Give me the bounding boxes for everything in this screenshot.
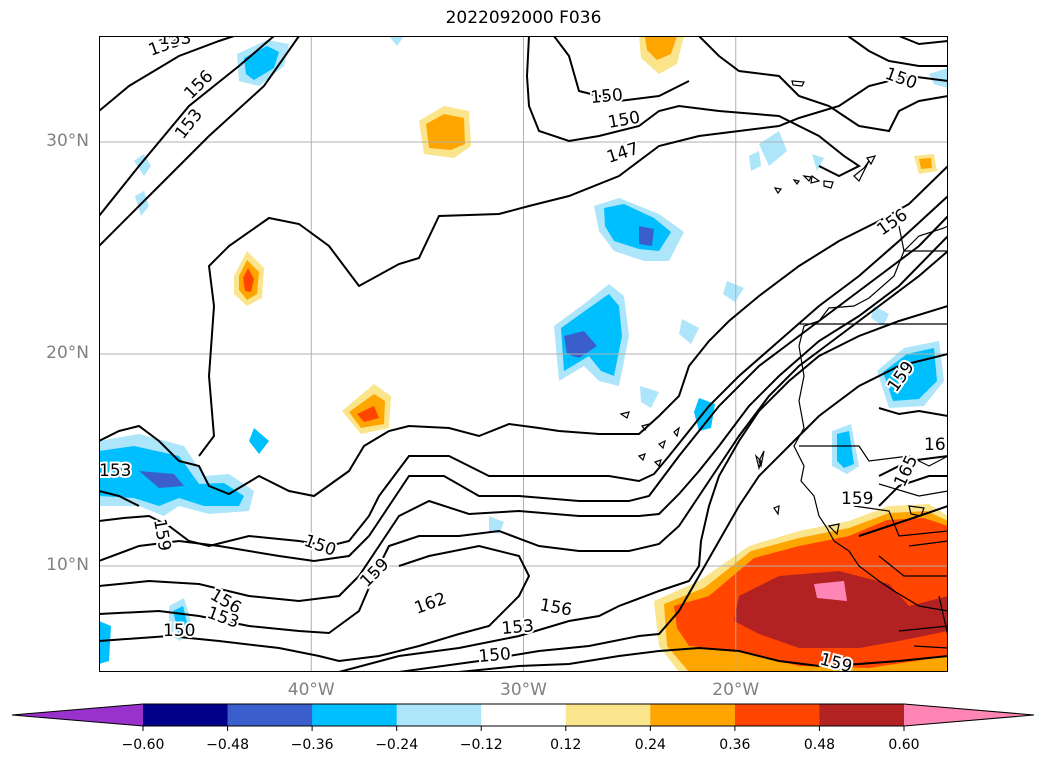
colorbar-segment (312, 704, 398, 726)
longitude-tick-label: 20°W (712, 680, 760, 700)
longitude-tick-label: 40°W (287, 680, 335, 700)
contour-label: 150 (590, 85, 624, 108)
contour-label: 153 (501, 616, 535, 639)
height-contours (99, 36, 948, 672)
colorbar-tick-label: −0.24 (375, 737, 419, 753)
map-canvas: 1531561531531501501471501561591621651591… (99, 36, 948, 672)
colorbar-tick-label: 0.48 (803, 737, 836, 753)
colorbar-segment (565, 704, 651, 726)
contour-label: 156 (538, 595, 573, 620)
positive-anomaly-patch (654, 504, 948, 672)
contour-label: 153 (99, 461, 131, 481)
negative-anomaly-patch (877, 341, 944, 408)
positive-anomaly-patch (914, 154, 937, 174)
colorbar-tick-label: 0.24 (634, 737, 666, 753)
colorbar-segment (650, 704, 736, 726)
longitude-tick-label: 30°W (500, 680, 547, 700)
colorbar-tick-label: −0.48 (206, 737, 249, 753)
positive-anomaly-patch (639, 36, 684, 74)
negative-anomaly-patch (99, 36, 948, 664)
negative-anomaly-patch (99, 434, 254, 516)
positive-anomaly-patch (234, 251, 264, 306)
contour-label: 150 (163, 621, 195, 641)
contour-label: 153 (171, 105, 207, 143)
contour-label: 159 (841, 489, 873, 509)
contour-label: 150 (882, 64, 919, 94)
map-panel: 1531561531531501501471501561591621651591… (99, 36, 948, 672)
colorbar-tick-label: −0.36 (290, 737, 334, 753)
colorbar-extend-high (904, 704, 1034, 726)
latitude-tick-label: 20°N (46, 343, 89, 363)
colorbar-segment (819, 704, 905, 726)
colorbar-tick-label: 0.36 (719, 737, 751, 753)
contour-label: 159 (356, 554, 393, 591)
colorbar-segment (227, 704, 313, 726)
positive-anomaly-patch (419, 106, 471, 158)
contour-label: 159 (149, 517, 174, 552)
negative-anomaly-patch (832, 424, 859, 474)
anomaly-shading (99, 36, 948, 672)
contour-label: 162 (924, 435, 948, 455)
colorbar-extend-low (12, 704, 143, 726)
colorbar-tick-label: 0.60 (888, 737, 920, 753)
colorbar-segment (734, 704, 820, 726)
positive-anomaly-patch (342, 384, 391, 434)
contour-label: 150 (478, 644, 512, 667)
colorbar-tick-label: −0.12 (459, 737, 503, 753)
colorbar-segment (481, 704, 567, 726)
contour-label: 150 (606, 108, 641, 133)
negative-anomaly-patch (554, 284, 629, 386)
contour-label: 153 (159, 36, 191, 49)
negative-anomaly-patch (594, 198, 684, 261)
contour-label: 156 (180, 66, 217, 103)
colorbar-segment (143, 704, 229, 726)
colorbar (11, 703, 1035, 731)
latitude-tick-label: 30°N (46, 131, 89, 151)
colorbar-tick-label: 0.12 (550, 737, 582, 753)
contour-label: 162 (412, 589, 449, 619)
colorbar-segment (396, 704, 482, 726)
latitude-tick-label: 10°N (46, 555, 89, 575)
plot-title: 2022092000 F036 (445, 8, 602, 28)
colorbar-tick-label: −0.60 (121, 737, 165, 753)
contour-label: 150 (301, 531, 338, 561)
